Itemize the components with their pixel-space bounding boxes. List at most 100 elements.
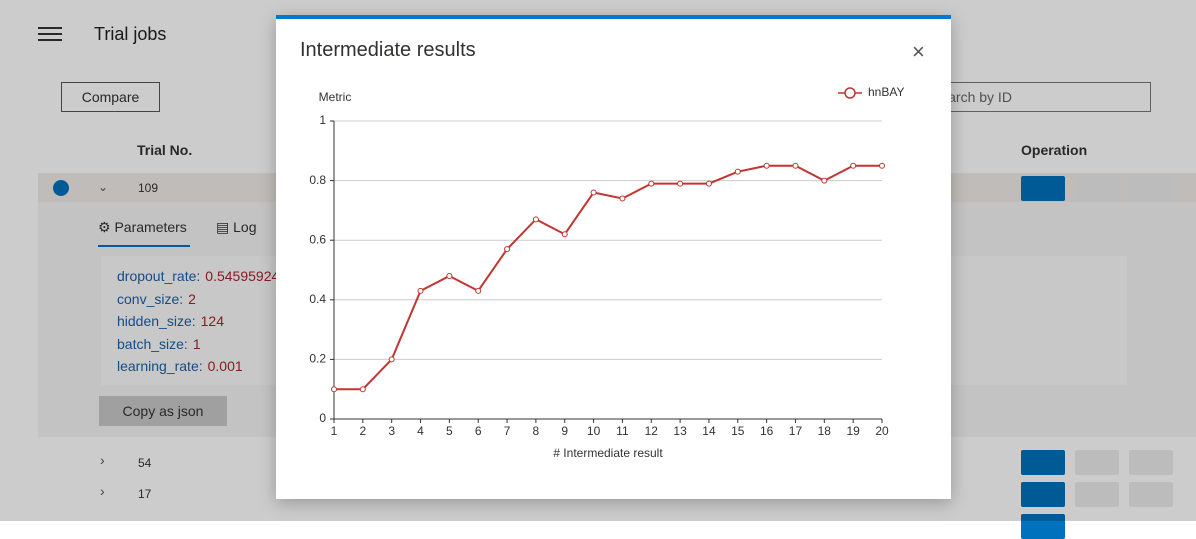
page-title: Trial jobs — [94, 24, 167, 44]
line — [334, 164, 882, 391]
column-header: Trial No. — [137, 142, 193, 158]
tab-label: Log — [233, 219, 257, 235]
metric-button[interactable] — [1021, 482, 1065, 507]
copy-trial-button — [1129, 176, 1173, 201]
kill-button — [1075, 176, 1119, 201]
point — [388, 356, 395, 363]
kill-button — [1075, 482, 1119, 507]
point — [446, 272, 453, 279]
point — [475, 287, 482, 294]
point — [417, 287, 424, 294]
y-tick-label: 1 — [319, 113, 326, 127]
x-tick-label: 10 — [587, 424, 601, 438]
search-placeholder: Search by ID — [931, 89, 1012, 105]
point — [619, 195, 626, 202]
menu-icon[interactable] — [38, 27, 62, 43]
x-tick-label: 18 — [818, 424, 832, 438]
point — [561, 231, 568, 238]
parameter-value: 0.54595924 — [205, 268, 280, 284]
column-header: Operation — [1021, 142, 1088, 158]
point — [359, 386, 366, 393]
x-axis-label: # Intermediate result — [553, 446, 663, 460]
parameter-value: 1 — [192, 335, 201, 352]
metric-button[interactable] — [1021, 176, 1065, 201]
parameter-value: 124 — [200, 313, 224, 329]
x-tick-label: 2 — [359, 424, 366, 438]
x-tick-label: 5 — [446, 424, 453, 438]
copy-button[interactable]: Copy as json — [99, 396, 227, 426]
parameter-name: dropout_rate: — [117, 268, 201, 284]
point — [590, 189, 597, 196]
x-tick-label: 19 — [846, 424, 860, 438]
point — [705, 180, 712, 187]
x-tick-label: 6 — [475, 424, 482, 438]
point — [648, 180, 655, 187]
parameter-name: hidden_size: — [117, 313, 196, 329]
parameter: conv_size: 2 — [117, 291, 279, 314]
row-checkbox[interactable] — [53, 180, 69, 196]
parameter-name: batch_size: — [117, 335, 188, 352]
tab-icon: ⚙ — [98, 219, 115, 235]
x-tick-label: 17 — [789, 424, 803, 438]
point — [792, 162, 799, 169]
trial-id: 17 — [138, 487, 152, 501]
parameter: batch_size: 1 — [117, 336, 279, 359]
tab-icon: ▤ — [216, 219, 234, 235]
point — [532, 216, 539, 223]
point — [879, 162, 885, 169]
point — [504, 246, 511, 253]
y-tick-label: 0.6 — [309, 232, 326, 246]
legend-marker — [844, 87, 856, 99]
x-tick-label: 7 — [504, 424, 511, 438]
kill-button — [1075, 450, 1119, 475]
modal-title: Intermediate results — [300, 39, 476, 61]
x-tick-label: 4 — [417, 424, 424, 438]
trial-id: 109 — [138, 181, 159, 195]
tab[interactable]: ⚙ Parameters — [98, 219, 187, 236]
tab[interactable]: ▤ Log — [216, 219, 256, 236]
expand-chevron[interactable]: › — [100, 452, 105, 468]
metric-button[interactable] — [1021, 450, 1065, 475]
x-tick-label: 8 — [533, 424, 540, 438]
compare-button[interactable]: Compare — [61, 82, 160, 112]
parameter: learning_rate: 0.001 — [117, 358, 279, 381]
trial-id: 54 — [138, 456, 152, 470]
x-tick-label: 1 — [331, 424, 338, 438]
y-axis-label: Metric — [319, 90, 352, 104]
x-tick-label: 14 — [702, 424, 716, 438]
point — [763, 162, 770, 169]
tab-underline — [98, 245, 190, 247]
y-tick-label: 0.8 — [309, 173, 326, 187]
x-tick-label: 9 — [561, 424, 568, 438]
tab-label: Parameters — [114, 219, 187, 235]
point — [850, 162, 857, 169]
x-tick-label: 15 — [731, 424, 745, 438]
chart: Metric # Intermediate result 0 0.2 0.4 0.6 0.8… — [309, 85, 904, 460]
point — [734, 168, 741, 175]
copy-trial-button — [1129, 450, 1173, 475]
modal: Intermediate results × Metric # Intermedi… — [276, 15, 951, 499]
x-tick-label: 13 — [673, 424, 687, 438]
parameters-list: dropout_rate: 0.54595924 conv_size: 2 hidden… — [117, 268, 279, 381]
x-tick-label: 3 — [388, 424, 395, 438]
parameter-name: learning_rate: — [117, 358, 203, 374]
parameter: dropout_rate: 0.54595924 — [117, 268, 279, 291]
y-tick-label: 0.4 — [309, 292, 326, 306]
y-tick-label: 0.2 — [309, 352, 326, 366]
close-button[interactable]: × — [912, 39, 925, 64]
expand-chevron[interactable]: ⌄ — [98, 180, 109, 194]
x-tick-label: 11 — [616, 424, 629, 438]
y-tick-label: 0 — [319, 411, 326, 425]
modal-accent — [276, 15, 951, 19]
x-tick-label: 20 — [875, 424, 889, 438]
parameter-value: 2 — [188, 290, 196, 307]
parameter-name: conv_size: — [117, 290, 184, 307]
expand-chevron[interactable]: › — [100, 483, 105, 499]
copy-trial-button — [1129, 482, 1173, 507]
point — [821, 177, 828, 184]
parameter-value: 0.001 — [207, 358, 243, 374]
x-tick-label: 12 — [645, 424, 659, 438]
point — [677, 180, 684, 187]
point — [331, 386, 337, 393]
